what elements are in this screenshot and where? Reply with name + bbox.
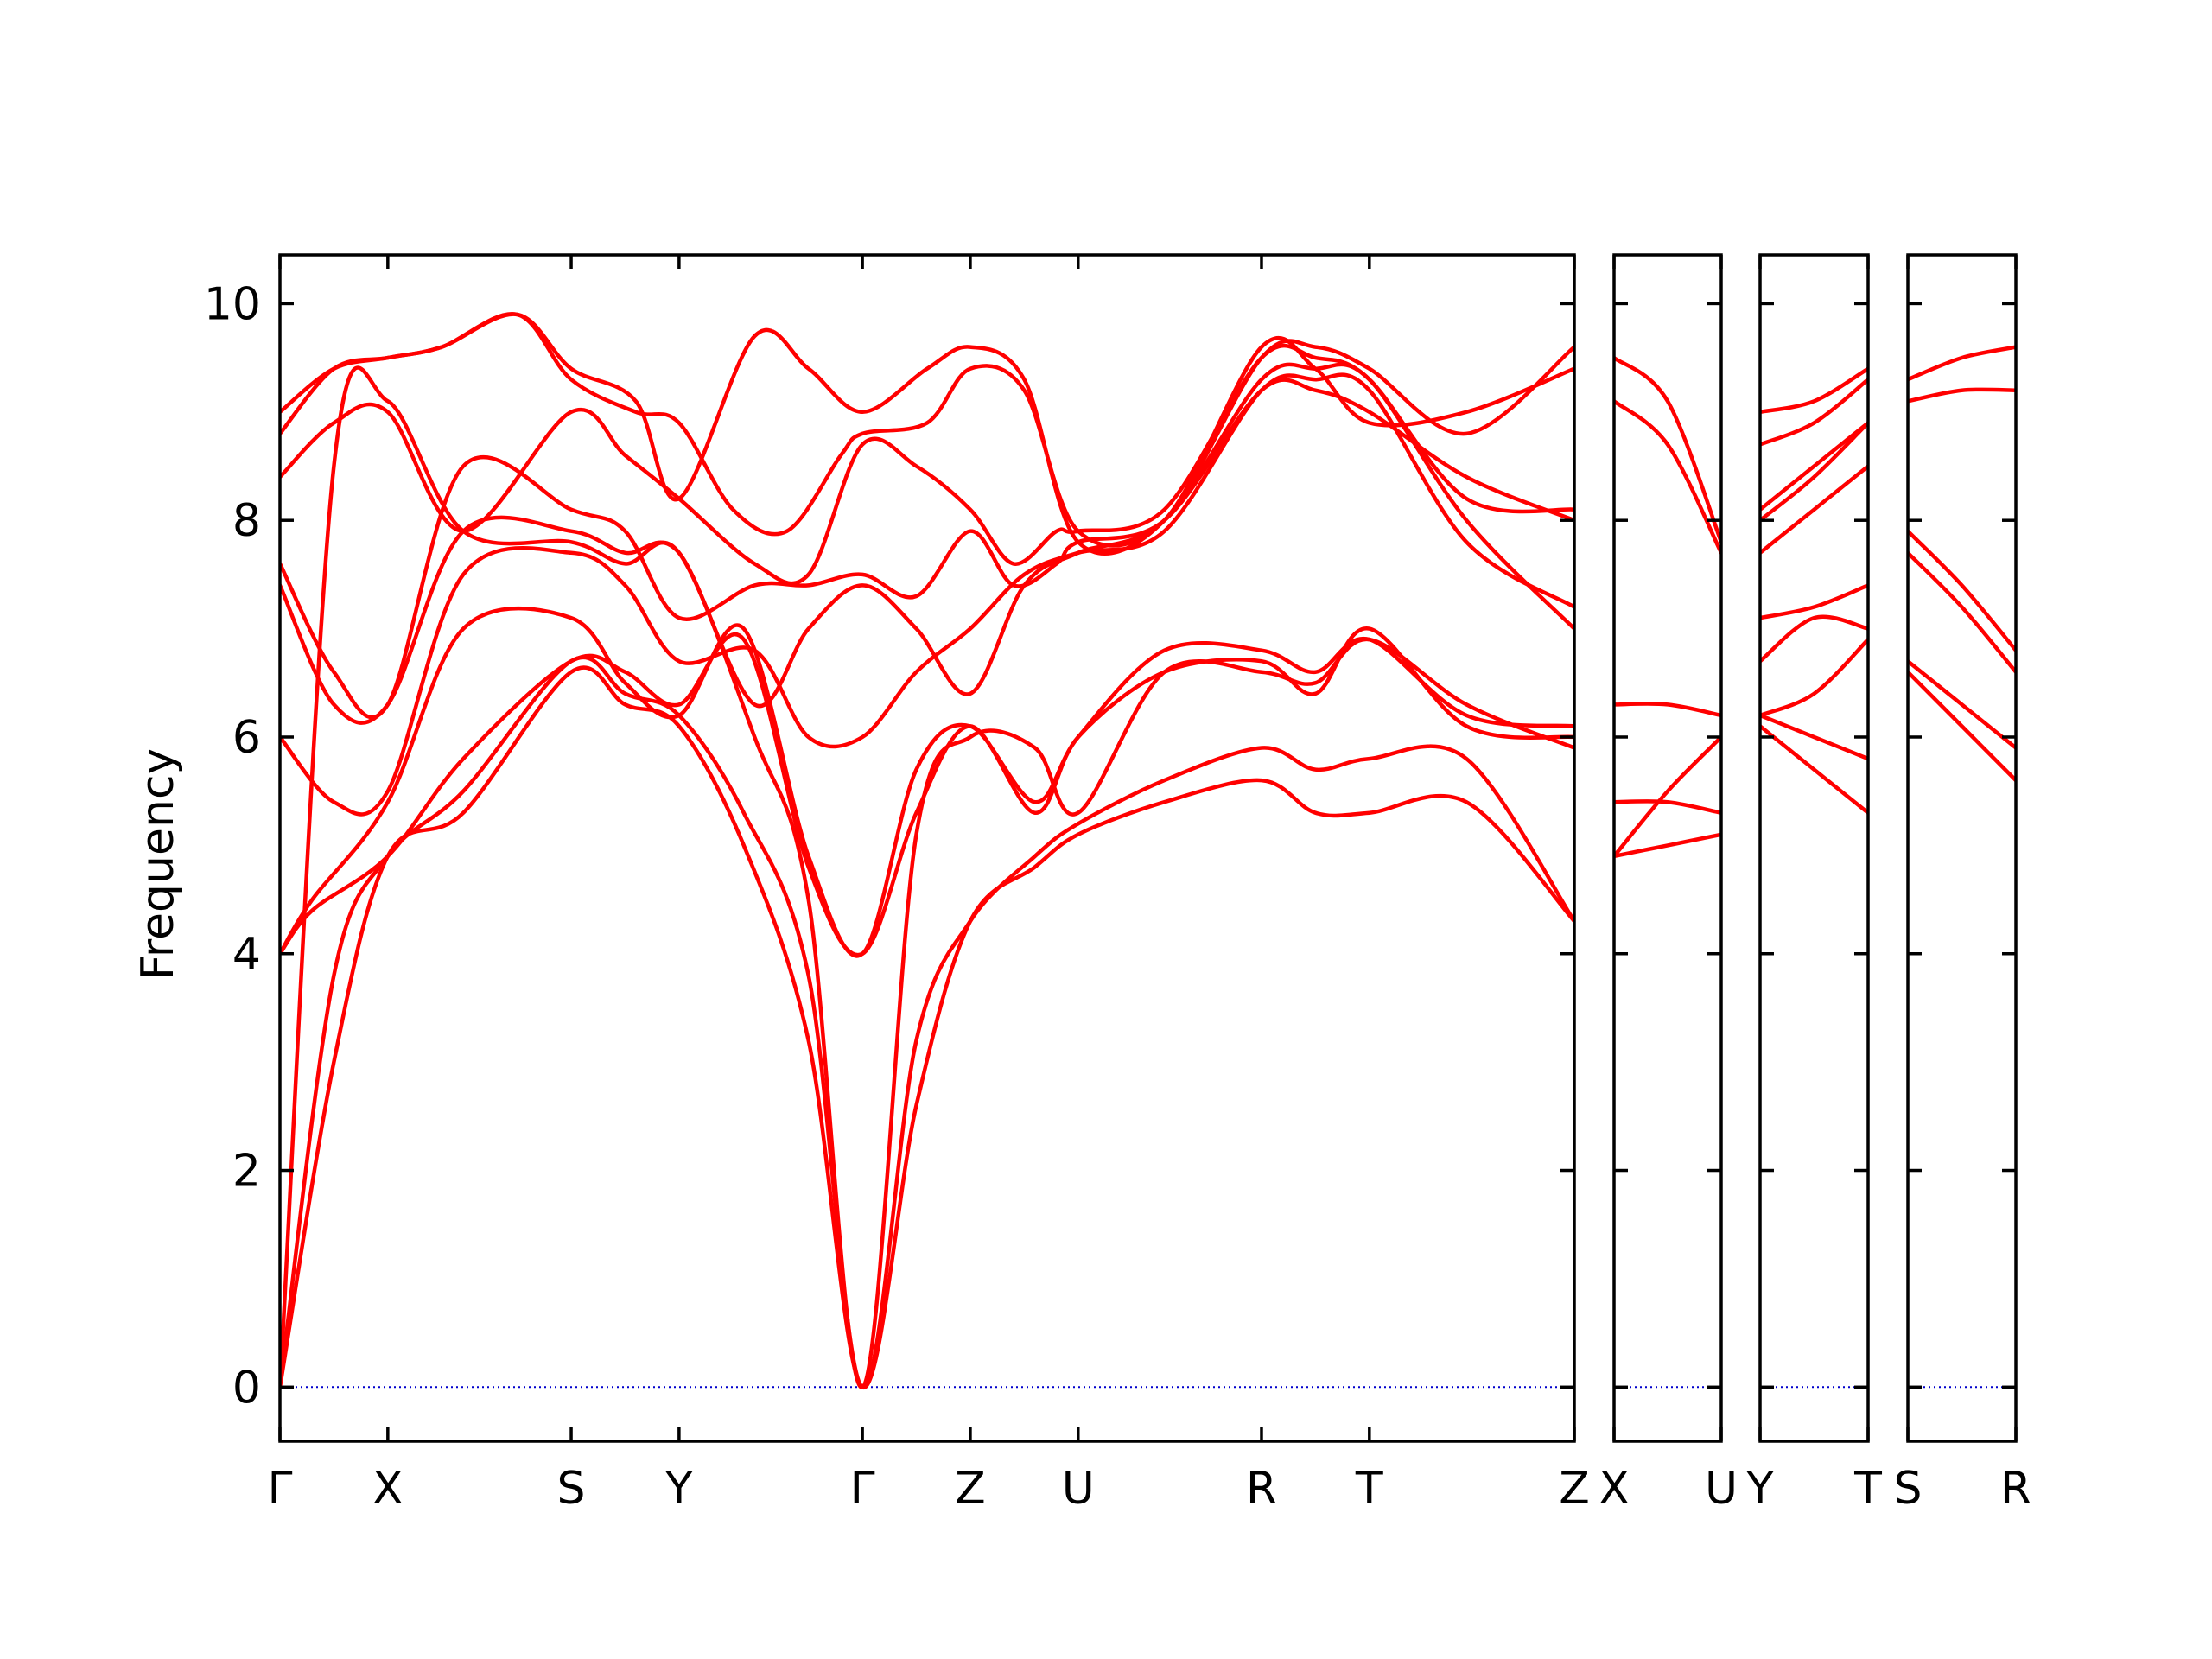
x-tick-label: X bbox=[372, 1463, 404, 1515]
band-line-8 bbox=[1760, 421, 1868, 512]
x-tick-label: Γ bbox=[850, 1463, 875, 1515]
y-tick-label: 8 bbox=[232, 495, 261, 547]
band-line-4 bbox=[1614, 702, 1721, 718]
x-tick-label: R bbox=[2000, 1463, 2031, 1515]
band-line-5 bbox=[1614, 399, 1721, 556]
x-tick-label: T bbox=[1355, 1463, 1383, 1515]
panel-frame bbox=[1612, 253, 1723, 1443]
band-line-5 bbox=[280, 606, 1574, 958]
band-line-9 bbox=[280, 344, 1574, 586]
band-line-1 bbox=[1908, 670, 2016, 783]
bands-group bbox=[1760, 366, 1868, 815]
band-line-2 bbox=[1614, 734, 1721, 859]
band-line-5 bbox=[1760, 583, 1868, 620]
band-line-4 bbox=[1760, 614, 1868, 664]
y-tick-label: 2 bbox=[232, 1146, 261, 1198]
bands-group bbox=[1908, 345, 2016, 783]
band-line-6 bbox=[1908, 345, 2016, 382]
panel-1: 0 2 4 6 8 10 Γ X S Y Γ Z U R T Z bbox=[204, 253, 1590, 1515]
band-line-6 bbox=[1614, 355, 1721, 544]
band-line-4 bbox=[280, 626, 1574, 957]
x-tick-label: U bbox=[1062, 1463, 1095, 1515]
panel-frame bbox=[1906, 253, 2018, 1443]
x-tick-label: Z bbox=[955, 1463, 986, 1515]
band-line-8 bbox=[280, 378, 1574, 720]
bands-group bbox=[1614, 355, 1721, 859]
band-line-10 bbox=[1760, 366, 1868, 415]
band-line-3 bbox=[1908, 550, 2016, 674]
band-line-4 bbox=[1908, 529, 2016, 652]
band-line-5 bbox=[1908, 387, 2016, 404]
x-tick-label: S bbox=[1893, 1463, 1922, 1515]
x-tick-label: U bbox=[1705, 1463, 1738, 1515]
x-tick-label: Y bbox=[1745, 1463, 1774, 1515]
y-axis-label: Frequency bbox=[132, 748, 184, 981]
x-tick-label: Y bbox=[664, 1463, 693, 1515]
y-tick-label: 4 bbox=[232, 929, 261, 981]
y-tick-label: 6 bbox=[232, 712, 261, 764]
bands-group bbox=[280, 312, 1574, 1389]
panel-frame bbox=[278, 253, 1576, 1443]
x-tick-label: R bbox=[1246, 1463, 1277, 1515]
band-line-2 bbox=[1760, 713, 1868, 761]
band-line-3 bbox=[1760, 637, 1868, 718]
panel-frame bbox=[1758, 253, 1870, 1443]
y-tick-label: 0 bbox=[232, 1362, 261, 1414]
band-line-6 bbox=[1760, 464, 1868, 556]
band-line-3 bbox=[1614, 799, 1721, 815]
x-tick-label: X bbox=[1599, 1463, 1630, 1515]
band-line-1 bbox=[1614, 832, 1721, 859]
band-line-3 bbox=[280, 365, 1574, 1389]
x-tick-label: S bbox=[557, 1463, 586, 1515]
x-tick-label: Z bbox=[1559, 1463, 1590, 1515]
y-tick-label: 10 bbox=[204, 278, 261, 330]
band-line-9 bbox=[1760, 377, 1868, 447]
band-line-6 bbox=[280, 372, 1574, 817]
band-line-7 bbox=[1760, 421, 1868, 523]
x-tick-label: Γ bbox=[268, 1463, 293, 1515]
x-tick-label: T bbox=[1853, 1463, 1882, 1515]
band-line-11 bbox=[280, 312, 1574, 556]
